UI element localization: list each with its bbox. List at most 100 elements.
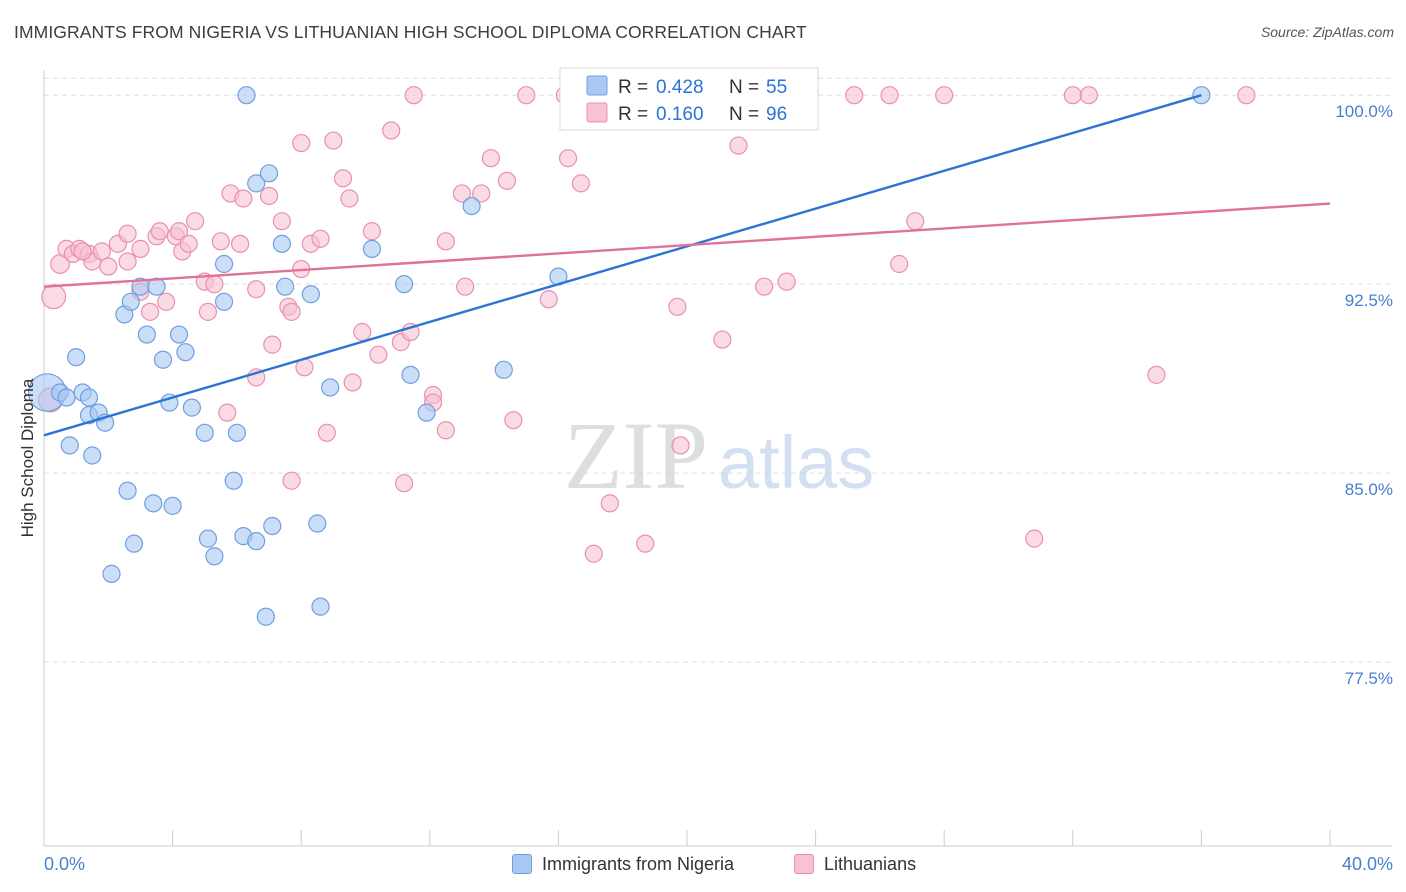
y-tick-label: 92.5% — [1345, 291, 1393, 310]
x-tick-label: 0.0% — [44, 854, 85, 874]
point-lithuanians — [729, 136, 748, 155]
point-lithuanians — [504, 411, 523, 430]
point-lithuanians — [1079, 86, 1098, 105]
point-lithuanians — [234, 189, 253, 208]
point-nigeria — [57, 388, 76, 407]
point-nigeria — [195, 423, 214, 442]
y-axis-title: High School Diploma — [18, 378, 37, 537]
point-nigeria — [272, 234, 292, 253]
point-lithuanians — [218, 403, 237, 422]
y-tick-label: 77.5% — [1345, 669, 1393, 688]
point-nigeria — [147, 277, 166, 296]
point-nigeria — [394, 275, 414, 294]
series-lithuanians-points — [37, 86, 1256, 563]
point-lithuanians — [211, 232, 230, 251]
point-lithuanians — [1237, 86, 1256, 105]
watermark-atlas: atlas — [718, 421, 874, 504]
point-lithuanians — [906, 212, 925, 231]
legend-r-value-pink: 0.160 — [656, 104, 704, 125]
point-lithuanians — [99, 257, 118, 276]
legend-n-label-pink: N = — [729, 104, 759, 125]
point-lithuanians — [272, 212, 292, 231]
point-lithuanians — [179, 234, 198, 253]
point-lithuanians — [362, 222, 382, 241]
point-nigeria — [308, 514, 327, 533]
point-nigeria — [321, 378, 340, 397]
point-lithuanians — [935, 86, 954, 105]
point-lithuanians — [880, 86, 899, 105]
point-lithuanians — [118, 252, 137, 271]
point-nigeria — [494, 360, 513, 379]
point-nigeria — [153, 350, 173, 369]
point-lithuanians — [472, 184, 491, 203]
trend-lines — [43, 94, 1331, 437]
point-nigeria — [362, 239, 382, 258]
point-lithuanians — [558, 149, 578, 168]
point-nigeria — [118, 481, 137, 500]
point-lithuanians — [636, 534, 655, 553]
point-nigeria — [79, 388, 99, 407]
point-lithuanians — [140, 302, 160, 321]
point-nigeria — [247, 174, 266, 193]
point-lithuanians — [671, 436, 690, 455]
point-lithuanians — [282, 471, 301, 490]
point-lithuanians — [282, 302, 301, 321]
point-nigeria — [214, 292, 234, 311]
legend-swatch-nigeria — [512, 854, 532, 874]
point-nigeria — [163, 496, 182, 515]
point-lithuanians — [186, 212, 205, 231]
legend-n-value-pink: 96 — [766, 104, 787, 125]
point-lithuanians — [292, 133, 311, 153]
point-lithuanians — [755, 277, 774, 296]
point-lithuanians — [198, 302, 218, 321]
y-tick-label: 100.0% — [1335, 102, 1393, 121]
point-lithuanians — [157, 292, 176, 311]
point-lithuanians — [333, 169, 353, 188]
point-lithuanians — [317, 423, 337, 442]
point-lithuanians — [436, 421, 455, 440]
point-lithuanians — [311, 229, 330, 248]
point-lithuanians — [456, 277, 475, 296]
correlation-legend: R = 0.428 N = 55 R = 0.160 N = 96 — [559, 67, 819, 131]
legend-n-value-blue: 55 — [766, 77, 787, 98]
legend-item-nigeria[interactable]: Immigrants from Nigeria — [512, 850, 734, 878]
point-lithuanians — [1063, 86, 1082, 105]
watermark: ZIP atlas — [564, 402, 874, 509]
point-lithuanians — [41, 284, 67, 310]
point-lithuanians — [539, 290, 558, 309]
point-lithuanians — [600, 494, 619, 513]
trend-line-lithuanians — [43, 202, 1331, 288]
point-nigeria — [263, 516, 282, 536]
point-nigeria — [417, 403, 436, 422]
point-lithuanians — [263, 335, 282, 354]
point-lithuanians — [1025, 529, 1044, 548]
legend-swatch-lithuanians — [794, 854, 814, 874]
point-lithuanians — [118, 224, 137, 243]
point-lithuanians — [92, 242, 111, 261]
legend-item-lithuanians[interactable]: Lithuanians — [794, 850, 916, 878]
y-tick-label: 85.0% — [1345, 480, 1393, 499]
point-nigeria — [237, 86, 256, 105]
grid-lines — [44, 77, 1392, 663]
legend-label-lithuanians: Lithuanians — [824, 853, 917, 874]
point-lithuanians — [169, 222, 189, 241]
point-nigeria — [227, 423, 246, 442]
point-nigeria — [137, 325, 156, 344]
point-nigeria — [205, 547, 224, 566]
point-lithuanians — [481, 149, 500, 168]
point-lithuanians — [382, 121, 401, 140]
legend-swatch-blue — [586, 75, 608, 96]
point-nigeria — [144, 494, 163, 513]
point-lithuanians — [571, 174, 591, 193]
point-lithuanians — [845, 86, 864, 105]
point-lithuanians — [353, 322, 372, 342]
point-lithuanians — [131, 239, 150, 258]
point-nigeria — [121, 292, 140, 311]
point-lithuanians — [231, 234, 250, 253]
point-lithuanians — [247, 280, 266, 299]
point-lithuanians — [1147, 365, 1166, 384]
point-lithuanians — [73, 242, 92, 261]
legend-label-nigeria: Immigrants from Nigeria — [542, 853, 735, 874]
legend-swatch-pink — [586, 102, 608, 123]
